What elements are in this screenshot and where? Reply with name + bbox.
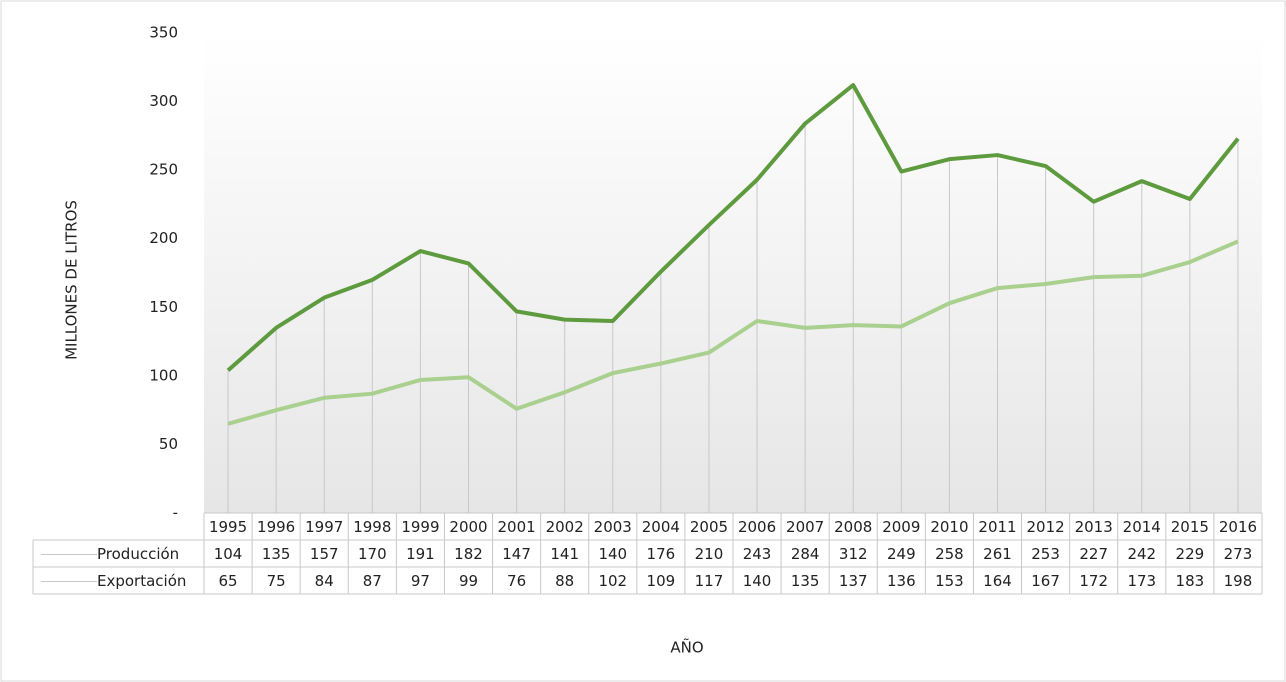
table-value: 157 [310,545,339,563]
x-tick-label: 2005 [690,518,728,536]
y-tick-label: 250 [149,161,178,179]
table-value: 258 [935,545,964,563]
table-value: 104 [214,545,243,563]
x-tick-label: 2003 [594,518,632,536]
table-value: 167 [1031,572,1060,590]
x-tick-label: 1995 [209,518,247,536]
table-value: 153 [935,572,964,590]
x-tick-label: 2002 [546,518,584,536]
table-value: 229 [1176,545,1205,563]
x-tick-label: 2016 [1219,518,1257,536]
table-value: 76 [507,572,526,590]
plot-background [204,33,1262,513]
table-value: 137 [839,572,868,590]
table-value: 164 [983,572,1012,590]
table-value: 261 [983,545,1012,563]
legend-label: Exportación [97,572,186,590]
table-value: 170 [358,545,387,563]
table-value: 273 [1224,545,1253,563]
series-line [226,83,1240,372]
table-value: 182 [454,545,483,563]
table-value: 140 [598,545,627,563]
y-tick-label: - [173,504,178,522]
x-tick-label: 1999 [401,518,439,536]
table-value: 172 [1079,572,1108,590]
table-value: 135 [262,545,291,563]
table-value: 176 [647,545,676,563]
table-value: 183 [1176,572,1205,590]
table-value: 173 [1127,572,1156,590]
table-value: 140 [743,572,772,590]
x-tick-label: 2008 [834,518,872,536]
x-tick-label: 1996 [257,518,295,536]
table-value: 102 [598,572,627,590]
y-tick-label: 50 [159,435,178,453]
table-value: 109 [647,572,676,590]
table-value: 249 [887,545,916,563]
x-tick-label: 2007 [786,518,824,536]
y-tick-label: 100 [149,366,178,384]
y-tick-label: 350 [149,24,178,42]
x-tick-label: 2000 [449,518,487,536]
x-tick-label: 2014 [1123,518,1161,536]
table-value: 253 [1031,545,1060,563]
table-value: 84 [315,572,334,590]
y-tick-label: 150 [149,298,178,316]
table-value: 117 [695,572,724,590]
table-value: 243 [743,545,772,563]
table-value: 284 [791,545,820,563]
table-value: 227 [1079,545,1108,563]
table-value: 65 [218,572,237,590]
x-tick-label: 2011 [978,518,1016,536]
table-value: 210 [695,545,724,563]
series-line [227,239,1239,426]
legend-label: Producción [97,545,179,563]
table-value: 141 [550,545,579,563]
y-tick-label: 300 [149,92,178,110]
table-value: 97 [411,572,430,590]
x-tick-label: 2010 [930,518,968,536]
x-tick-label: 2006 [738,518,776,536]
table-value: 75 [267,572,286,590]
table-value: 191 [406,545,435,563]
table-value: 242 [1127,545,1156,563]
table-value: 87 [363,572,382,590]
x-tick-label: 2015 [1171,518,1209,536]
table-value: 135 [791,572,820,590]
table-value: 136 [887,572,916,590]
x-tick-label: 2012 [1026,518,1064,536]
x-axis-title: AÑO [670,638,703,657]
y-tick-label: 200 [149,229,178,247]
table-value: 312 [839,545,868,563]
x-tick-label: 2001 [497,518,535,536]
data-table: 1995 1996 1997 1998 1999 2000 2001 2002 2003 2004… [32,512,1263,595]
x-tick-label: 1997 [305,518,343,536]
x-tick-label: 1998 [353,518,391,536]
y-axis-title: MILLONES DE LITROS [63,200,81,360]
table-value: 88 [555,572,574,590]
table-value: 147 [502,545,531,563]
table-value: 198 [1224,572,1253,590]
x-tick-label: 2009 [882,518,920,536]
table-value: 99 [459,572,478,590]
x-tick-label: 2013 [1075,518,1113,536]
x-tick-label: 2004 [642,518,680,536]
